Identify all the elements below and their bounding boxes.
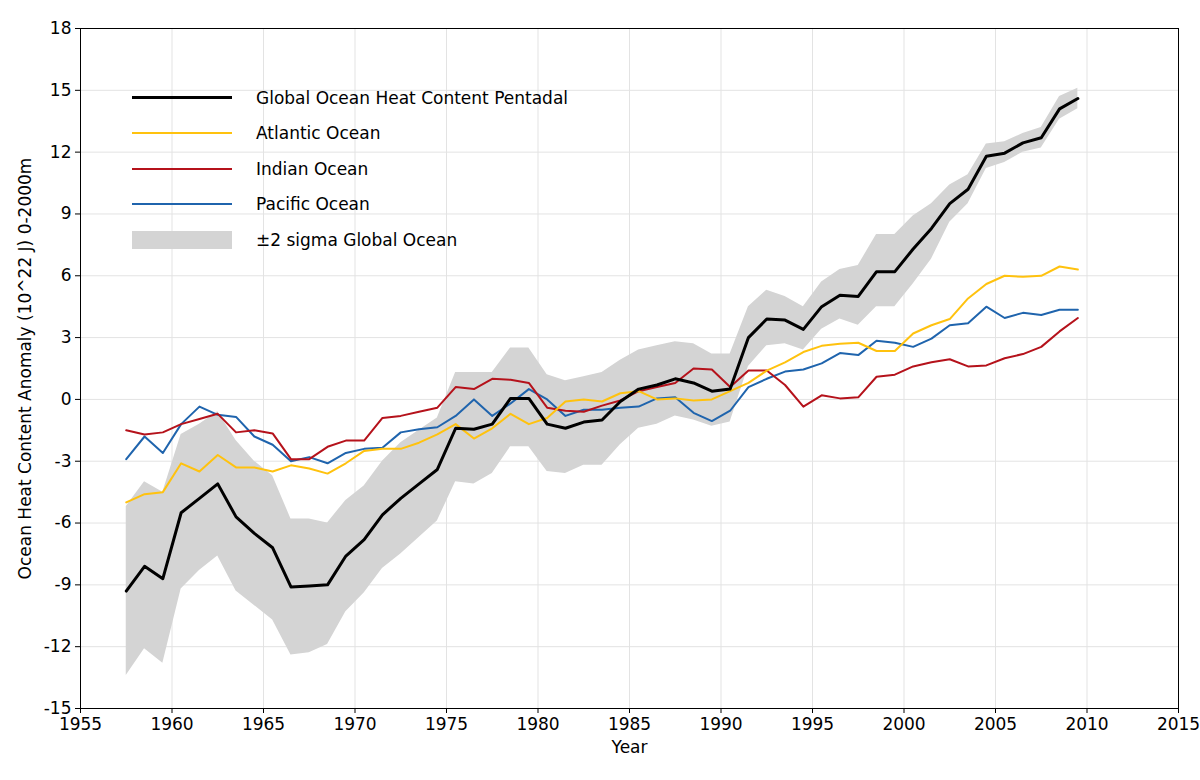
svg-text:1985: 1985 [608, 714, 651, 734]
svg-text:-3: -3 [55, 451, 72, 471]
html-text:Indian Ocean: Indian Ocean [256, 158, 369, 179]
html-text:±2 sigma Global Ocean: ±2 sigma Global Ocean [256, 229, 458, 250]
svg-text:6: 6 [61, 265, 72, 285]
svg-text:1970: 1970 [333, 714, 376, 734]
svg-text:15: 15 [50, 80, 72, 100]
svg-text:Year: Year [611, 737, 648, 757]
svg-text:9: 9 [61, 203, 72, 223]
svg-text:-6: -6 [55, 512, 72, 532]
svg-text:1965: 1965 [242, 714, 285, 734]
svg-text:2010: 2010 [1065, 714, 1108, 734]
html-text:Pacific Ocean: Pacific Ocean [256, 194, 370, 215]
svg-text:2015: 2015 [1157, 714, 1200, 734]
svg-text:1975: 1975 [425, 714, 468, 734]
svg-text:12: 12 [50, 142, 72, 162]
svg-text:3: 3 [61, 327, 72, 347]
svg-text:1990: 1990 [699, 714, 742, 734]
svg-text:-9: -9 [55, 574, 72, 594]
svg-text:Ocean Heat Content Anomaly (10: Ocean Heat Content Anomaly (10^22 J) 0-2… [15, 158, 35, 580]
svg-text:0: 0 [61, 389, 72, 409]
svg-text:-15: -15 [44, 698, 72, 718]
svg-text:2005: 2005 [974, 714, 1017, 734]
svg-text:1960: 1960 [150, 714, 193, 734]
svg-text:1980: 1980 [516, 714, 559, 734]
svg-text:1955: 1955 [58, 713, 103, 734]
html-text:Atlantic Ocean: Atlantic Ocean [256, 123, 381, 144]
html-text:Global Ocean Heat Content Pent: Global Ocean Heat Content Pentadal [256, 87, 569, 108]
svg-text:-12: -12 [44, 636, 72, 656]
svg-text:18: 18 [50, 18, 72, 38]
svg-text:2000: 2000 [882, 714, 925, 734]
svg-text:1995: 1995 [791, 714, 834, 734]
